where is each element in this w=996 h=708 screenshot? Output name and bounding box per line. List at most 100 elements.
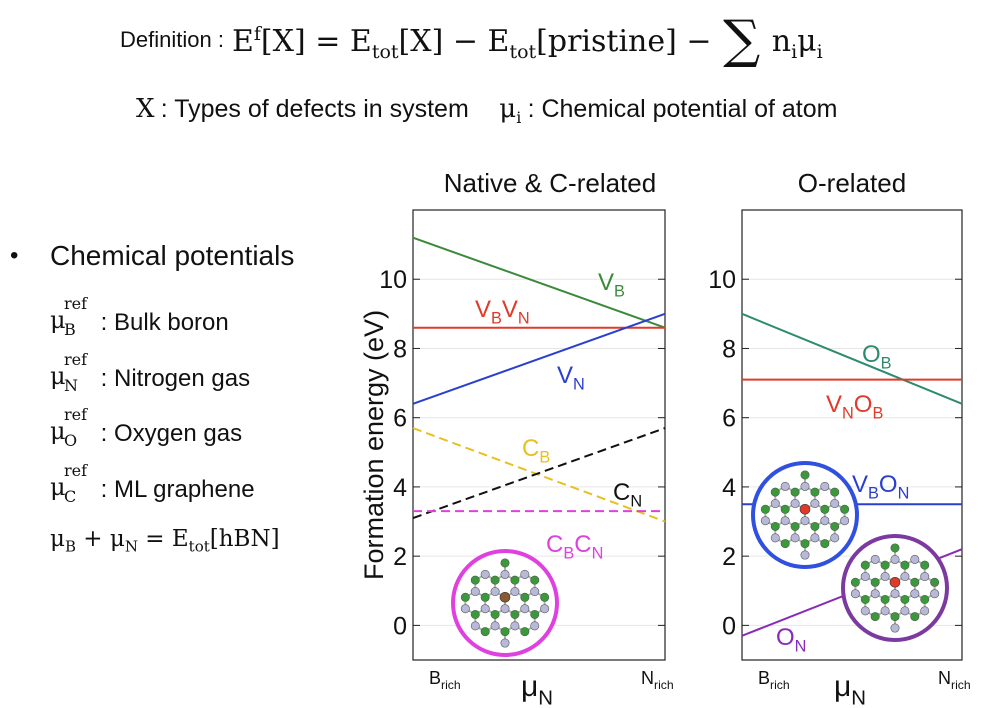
y-tick-label: 2 [722,543,736,571]
y-tick-label: 0 [393,612,407,640]
y-tick-label: 6 [722,405,736,433]
y-axis-label: Formation energy (eV) [359,310,389,580]
series-label-VNOB: VNOB [826,391,883,423]
x-symbol: X [136,94,155,124]
cp-relation: μB + μN = Etot[hBN] [50,526,280,556]
plot-frame [412,209,666,661]
atom [540,604,550,614]
chart-title: Native & C-related [444,168,656,198]
atom [880,606,890,616]
cp-item-nitrogen: μ ref N : Nitrogen gas [50,350,251,395]
series-line-CN [412,427,666,520]
atom [510,575,520,585]
definition-formula: Ef[X] = Etot[X] − Etot[pristine] − ∑ niμ… [231,10,823,70]
atom [790,521,800,531]
atom [760,504,770,514]
y-tick-label: 8 [393,335,407,363]
series-label-VBVN: VBVN [475,296,530,328]
atom [830,521,840,531]
chart-panel-1: 0 2 4 6 8 10 Native & C-related Formation energ… [359,168,674,708]
atom [830,533,840,543]
atom [910,612,920,622]
y-tick-label: 8 [722,335,736,363]
y-tick-label: 10 [708,266,736,294]
x-tick-label-nrich: Nrich [641,668,674,692]
series-label-CN: CN [613,479,642,511]
atom [480,627,490,637]
x-axis-label: μN [834,670,866,708]
atom [810,499,820,509]
atom [530,609,540,619]
definition-label: Definition : [120,27,224,52]
atom [830,487,840,497]
atom [890,543,900,553]
atom [820,516,830,526]
atom [900,572,910,582]
atom [470,621,480,631]
atom [810,521,820,531]
atom [820,504,830,514]
atom [890,623,900,633]
defect-atom [889,576,901,588]
atom [770,533,780,543]
atom [810,533,820,543]
atom [880,594,890,604]
atom [920,560,930,570]
atom [490,587,500,597]
atom [500,604,510,614]
atom [800,539,810,549]
cp-item-oxygen: μ ref O : Oxygen gas [50,405,243,450]
atom [800,470,810,480]
atom [800,516,810,526]
atom [800,550,810,560]
series-line-VB [412,236,666,329]
atom [880,560,890,570]
series-label-VN: VN [557,362,585,394]
atom [530,575,540,585]
atom [810,487,820,497]
molecule-inset-cbcn [451,549,559,657]
mu-symbol: μi [499,94,522,128]
definition-equation: Definition : Ef[X] = Etot[X] − Etot[pris… [120,10,823,70]
y-tick-label: 2 [393,543,407,571]
atom [500,569,510,579]
atom [780,504,790,514]
atom [900,606,910,616]
atom [920,606,930,616]
atom [760,516,770,526]
plot-frame [741,209,963,661]
atom [870,554,880,564]
y-tick-label: 6 [393,405,407,433]
atom [840,504,850,514]
atom [910,589,920,599]
series-label-ON: ON [776,624,806,656]
atom [870,612,880,622]
series-label-OB: OB [862,341,892,373]
atom [510,609,520,619]
atom [490,575,500,585]
x-axis-label: μN [521,670,553,708]
atom [460,592,470,602]
atom [820,539,830,549]
x-description: : Types of defects in system [160,95,469,123]
atom [770,499,780,509]
atom [470,575,480,585]
y-tick-label: 10 [379,266,407,294]
atom [490,621,500,631]
atom [850,589,860,599]
series-label-VB: VB [598,269,625,301]
x-tick-label-brich: Brich [429,668,461,692]
molecule-inset-on [841,534,949,642]
atom [860,572,870,582]
atom [860,560,870,570]
atom [770,487,780,497]
atom [770,521,780,531]
atom [490,609,500,619]
atom [820,481,830,491]
series-label-CBCN: CBCN [546,531,603,563]
mu-description: : Chemical potential of atom [527,95,838,123]
atom [780,516,790,526]
atom [800,481,810,491]
atom [920,594,930,604]
